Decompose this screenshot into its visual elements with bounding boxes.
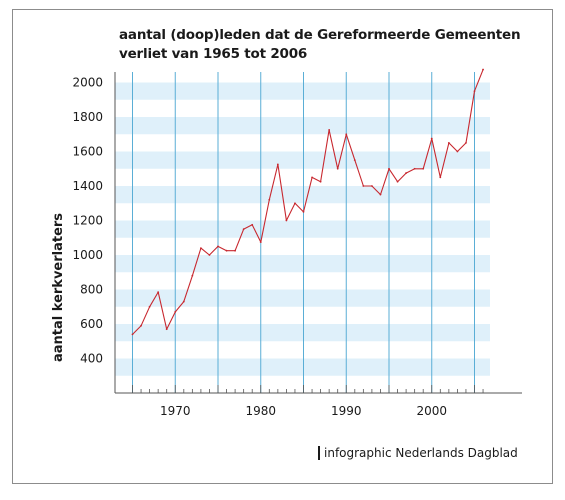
data-point-1988 [328,129,331,131]
y-tick-1000: 1000 [72,248,103,262]
data-point-2000 [430,137,433,140]
x-tick-1970: 1970 [160,404,191,418]
y-tick-400: 400 [80,352,103,366]
data-point-1992 [362,185,365,187]
data-point-1976 [225,249,228,252]
chart-title-line-1: aantal (doop)leden dat de Gereformeerde … [119,27,521,43]
stripe-band [115,358,490,376]
credit-text: infographic Nederlands Dagblad [324,446,518,460]
data-point-1980 [259,241,262,243]
stripe-band [115,324,490,342]
credit-bar-icon [318,446,320,460]
data-point-1985 [302,210,305,213]
data-point-1991 [353,159,356,162]
chart-title-line-2: verliet van 1965 tot 2006 [119,46,308,62]
data-point-1968 [157,291,160,293]
chart-title: aantal (doop)leden dat de Gereformeerde … [119,26,539,64]
data-point-1999 [422,167,425,170]
data-point-1983 [285,219,288,222]
x-tick-1980: 1980 [245,404,276,418]
y-tick-1600: 1600 [72,145,103,159]
data-point-2006 [482,68,484,71]
y-tick-2000: 2000 [72,76,103,90]
stripe-band [115,255,490,273]
data-point-1970 [174,311,177,313]
data-point-1998 [413,167,416,170]
data-point-2002 [447,141,450,144]
y-tick-1800: 1800 [72,110,103,124]
data-point-1994 [379,193,382,196]
data-point-1967 [148,305,151,308]
stripe-band [115,151,490,169]
y-tick-1400: 1400 [72,179,103,193]
data-point-1978 [242,228,245,231]
data-point-2001 [439,176,442,179]
background-stripes [115,82,490,376]
axes [114,72,522,394]
data-point-1990 [345,133,348,136]
data-point-1996 [396,180,399,183]
stripe-band [115,117,490,135]
decade-grid-lines [132,72,475,393]
x-minor-ticks [132,385,484,393]
y-tick-1200: 1200 [72,214,103,228]
data-point-1989 [336,167,339,170]
data-point-1977 [234,249,237,252]
stripe-band [115,289,490,307]
data-point-1975 [217,245,219,248]
data-point-1965 [131,333,134,336]
data-point-1973 [200,247,202,250]
x-tick-2000: 2000 [416,404,447,418]
data-point-1997 [405,172,407,174]
y-axis-title: aantal kerkverlaters [51,213,66,362]
y-tick-800: 800 [80,283,103,297]
data-point-1987 [319,180,322,183]
data-point-1971 [182,300,185,303]
data-point-1974 [208,254,211,256]
y-tick-labels: 400 600 800 1000 1200 1400 1600 1800 2000 [72,76,103,366]
y-tick-600: 600 [80,317,103,331]
data-point-2004 [465,141,467,144]
series-layer [131,68,484,336]
data-point-1979 [251,223,254,226]
data-point-1969 [165,328,168,331]
credit: infographic Nederlands Dagblad [318,446,518,460]
data-point-1984 [294,202,296,205]
data-point-1966 [140,324,142,327]
figure-frame [12,9,553,484]
x-tick-labels: 1970 1980 1990 2000 [160,404,447,418]
series-line-0 [132,69,484,335]
data-point-1986 [311,176,313,179]
x-tick-1990: 1990 [331,404,362,418]
data-point-1995 [388,167,390,170]
data-point-1981 [268,198,271,201]
stripe-band [115,82,490,100]
data-point-2003 [456,150,459,153]
stripe-band [115,186,490,204]
data-point-1972 [191,274,194,277]
data-point-2005 [473,90,476,93]
data-point-1982 [276,163,279,166]
stripe-band [115,220,490,238]
data-point-1993 [371,185,373,187]
